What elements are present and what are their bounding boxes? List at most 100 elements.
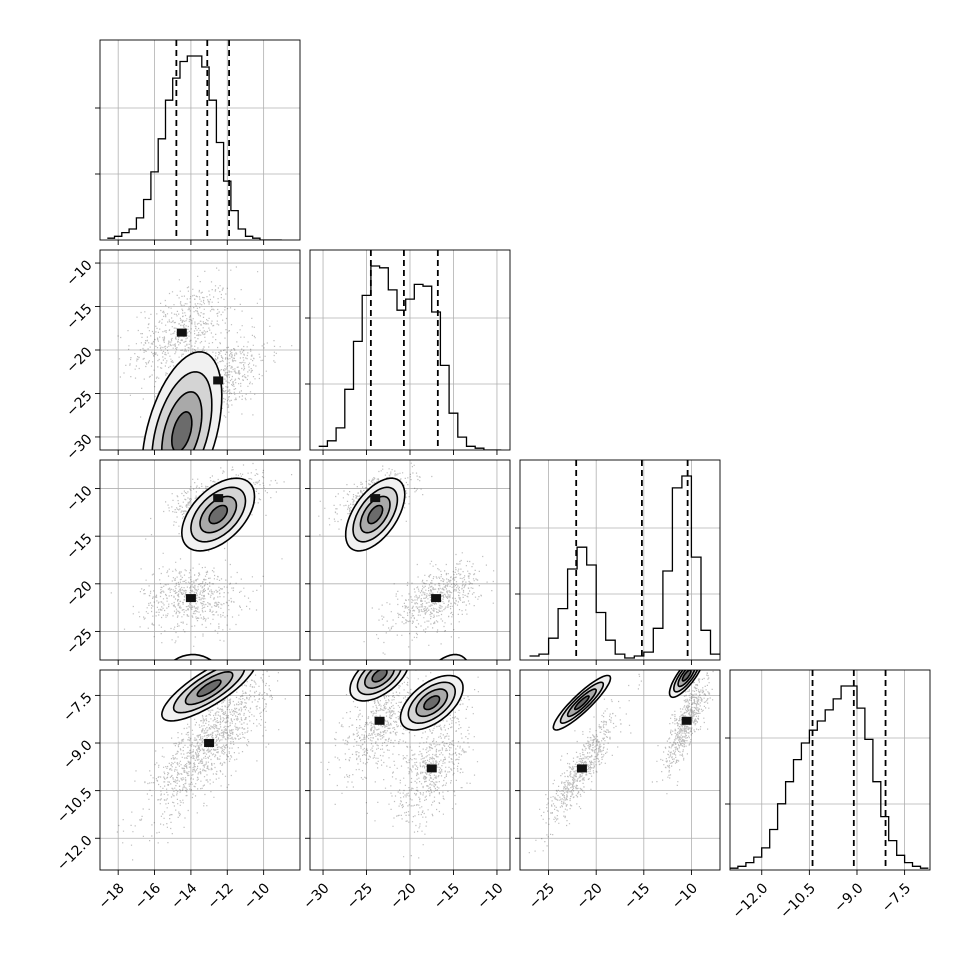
contour-line [184, 670, 234, 706]
histogram-2 [529, 475, 720, 659]
contour-line [196, 679, 222, 698]
scatter-points [110, 547, 283, 647]
contour-line [180, 477, 256, 552]
y-tick-label: −30 [63, 431, 95, 463]
scatter-points [528, 673, 642, 854]
contour-line [208, 504, 229, 525]
x-tick-label: −18 [96, 880, 128, 912]
y-tick-label: −10 [63, 483, 95, 515]
contour-line [359, 495, 391, 534]
contour-line [552, 674, 612, 731]
contour-line [142, 351, 223, 450]
density-clip [319, 670, 479, 859]
y-tick-label: −12.0 [54, 833, 96, 875]
x-tick-label: −30 [300, 880, 332, 912]
contour-line [352, 486, 399, 543]
contour-line [170, 410, 193, 450]
x-tick-label: −12.0 [730, 880, 772, 922]
contour-line [438, 653, 468, 660]
contour-line [672, 670, 699, 693]
panel-0-0 [95, 39, 301, 245]
y-tick-label: −10.5 [54, 785, 96, 827]
contour-line [668, 670, 701, 699]
hist-clip [318, 250, 502, 450]
density-peak [176, 328, 187, 337]
contour-line [366, 504, 384, 525]
hist-clip [529, 460, 720, 660]
y-tick-label: −15 [63, 301, 95, 333]
scatter-points [117, 266, 259, 440]
hist-clip [107, 40, 282, 240]
histogram-3 [730, 685, 929, 869]
contour-line [160, 670, 255, 722]
scatter-points [363, 552, 495, 655]
x-tick-label: −20 [387, 880, 419, 912]
panel-1-0: −30 −25 −20 −15 −10 [63, 249, 301, 464]
panel-frame [99, 459, 301, 661]
density-clip [116, 670, 286, 861]
contour-line [349, 670, 409, 702]
contour-line [172, 670, 246, 714]
contour-line [677, 670, 696, 688]
x-tick-label: −15 [621, 880, 653, 912]
y-tick-label: −9.0 [60, 737, 95, 772]
scatter-points [651, 670, 714, 795]
contour-line [151, 371, 213, 450]
density-peak [681, 716, 692, 725]
y-tick-label: −7.5 [60, 690, 95, 725]
x-tick-label: −12 [205, 880, 237, 912]
panel-3-3: −12.0 −10.5 −9.0 −7.5 [725, 669, 931, 922]
y-tick-label: −20 [63, 344, 95, 376]
contour-line [566, 688, 598, 718]
scatter-points [374, 676, 479, 859]
contour-line [415, 688, 449, 718]
x-tick-label: −14 [168, 880, 200, 912]
contour-line [399, 674, 464, 731]
x-tick-label: −25 [344, 880, 376, 912]
panel-3-2: −25 −20 −15 −10 [515, 669, 721, 913]
x-tick-label: −10 [474, 880, 506, 912]
y-tick-label: −15 [63, 531, 95, 563]
density-peak [426, 764, 437, 773]
contour-line [574, 695, 590, 711]
x-tick-label: −20 [574, 880, 606, 912]
x-tick-label: −16 [132, 880, 164, 912]
panel-frame [519, 459, 721, 661]
panel-3-0: −12.0 −10.5 −9.0 −7.5 −18 −16 −14 −12 −10 [54, 669, 301, 913]
density-clip [117, 266, 293, 450]
contour-line [199, 495, 238, 534]
density-peak [213, 494, 224, 503]
contour-line [363, 670, 396, 689]
y-tick-label: −25 [63, 388, 95, 420]
density-clip [528, 670, 714, 854]
x-tick-label: −7.5 [879, 880, 914, 915]
x-tick-label: −15 [431, 880, 463, 912]
density-clip [318, 462, 495, 660]
density-peak [185, 594, 196, 603]
density-fill [574, 695, 589, 710]
histogram-0 [107, 55, 282, 240]
x-tick-label: −10 [669, 880, 701, 912]
x-tick-label: −10.5 [777, 880, 819, 922]
density-peak [576, 764, 587, 773]
contour-line [559, 681, 605, 725]
density-fill [682, 670, 691, 681]
contour-line [371, 670, 388, 683]
density-peak [204, 739, 215, 748]
density-clip [110, 462, 293, 660]
density-peak [431, 594, 442, 603]
panel-frame [99, 39, 301, 241]
histogram-1 [318, 265, 502, 450]
contour-line [407, 681, 457, 725]
panel-frame [99, 249, 301, 451]
y-tick-label: −25 [63, 626, 95, 658]
density-peak [370, 494, 381, 503]
panel-frame [309, 249, 511, 451]
panel-frame [519, 669, 721, 871]
panel-2-2 [515, 459, 721, 665]
y-tick-label: −20 [63, 578, 95, 610]
panel-1-1 [305, 249, 511, 455]
density-peak [213, 376, 224, 385]
x-tick-label: −25 [526, 880, 558, 912]
